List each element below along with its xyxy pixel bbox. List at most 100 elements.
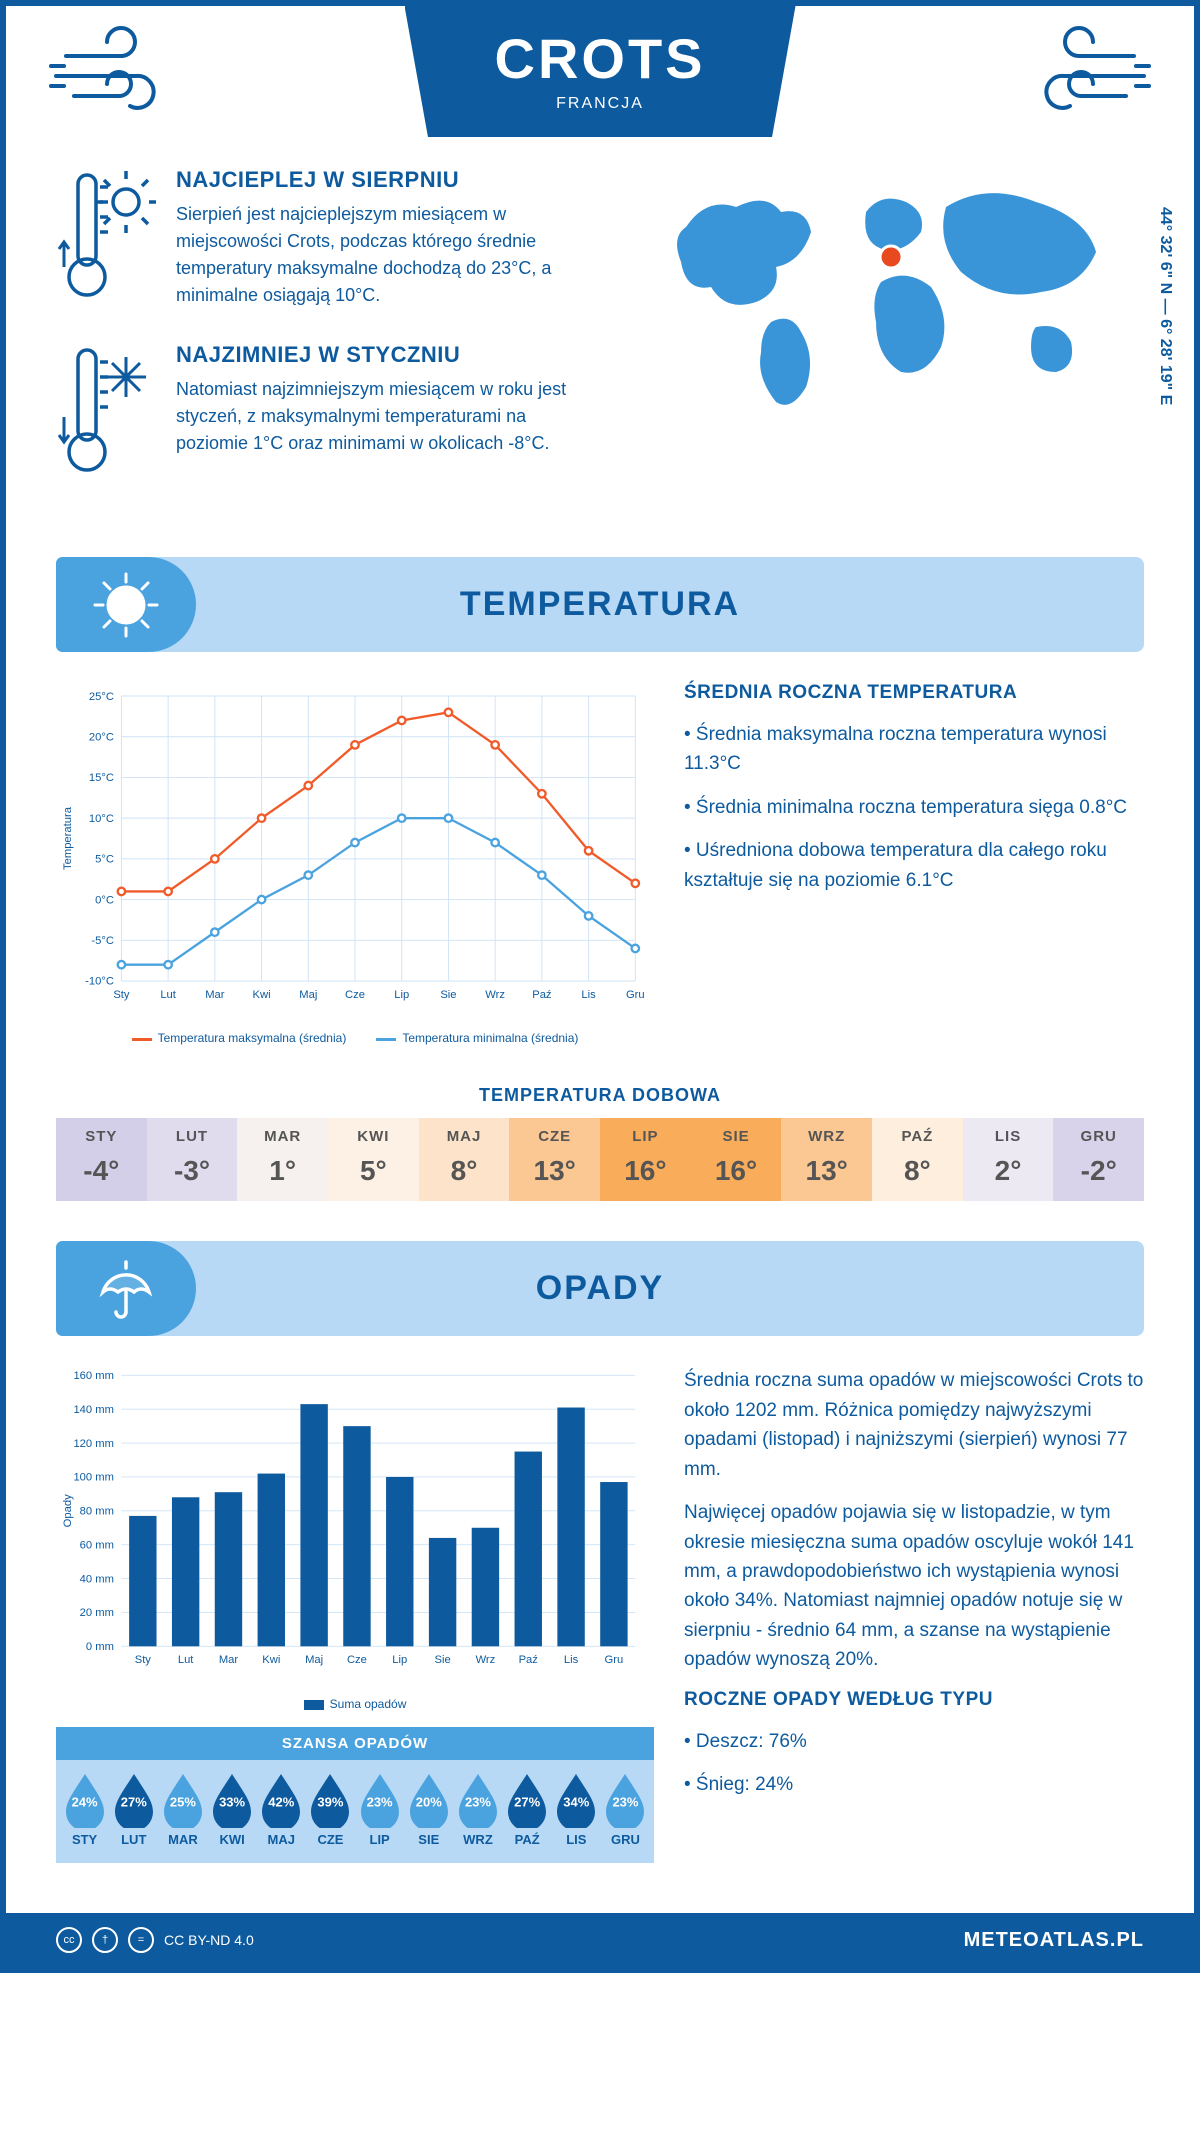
precip-p2: Najwięcej opadów pojawia się w listopadz… — [684, 1498, 1144, 1675]
page-subtitle: FRANCJA — [495, 95, 706, 113]
daily-temp-title: TEMPERATURA DOBOWA — [6, 1085, 1194, 1106]
svg-text:Paź: Paź — [519, 1655, 539, 1667]
header: CROTS FRANCJA — [6, 6, 1194, 147]
svg-text:Opady: Opady — [62, 1494, 74, 1527]
svg-text:20 mm: 20 mm — [80, 1608, 114, 1620]
svg-text:5°C: 5°C — [95, 854, 114, 866]
intro-section: NAJCIEPLEJ W SIERPNIU Sierpień jest najc… — [6, 147, 1194, 547]
svg-text:100 mm: 100 mm — [73, 1472, 113, 1484]
temp-cell: LIP16° — [600, 1118, 691, 1201]
thermometer-hot-icon — [56, 167, 156, 312]
svg-text:Mar: Mar — [205, 989, 225, 1001]
footer-brand: METEOATLAS.PL — [964, 1929, 1144, 1952]
precip-legend-label: Suma opadów — [330, 1697, 407, 1711]
temp-cell: MAJ8° — [419, 1118, 510, 1201]
umbrella-icon — [56, 1241, 196, 1336]
svg-text:Paź: Paź — [532, 989, 552, 1001]
svg-text:Maj: Maj — [305, 1655, 323, 1667]
temp-cell: SIE16° — [691, 1118, 782, 1201]
svg-text:Mar: Mar — [219, 1655, 239, 1667]
location-marker — [880, 246, 902, 268]
svg-text:160 mm: 160 mm — [73, 1370, 113, 1382]
svg-text:40 mm: 40 mm — [80, 1574, 114, 1586]
temp-cell: WRZ13° — [781, 1118, 872, 1201]
svg-text:Wrz: Wrz — [476, 1655, 496, 1667]
temp-cell: LIS2° — [963, 1118, 1054, 1201]
chance-item: 34%LIS — [552, 1770, 601, 1847]
title-banner: CROTS FRANCJA — [405, 6, 796, 137]
footer-license: cc † = CC BY-ND 4.0 — [56, 1927, 254, 1953]
svg-text:20°C: 20°C — [89, 731, 114, 743]
sun-icon — [56, 557, 196, 652]
svg-text:-5°C: -5°C — [91, 935, 114, 947]
precip-type-bullet: • Śnieg: 24% — [684, 1770, 1144, 1799]
svg-text:Sie: Sie — [440, 989, 456, 1001]
svg-text:140 mm: 140 mm — [73, 1404, 113, 1416]
coordinates: 44° 32' 6" N — 6° 28' 19" E — [1156, 207, 1174, 405]
footer: cc † = CC BY-ND 4.0 METEOATLAS.PL — [6, 1913, 1194, 1967]
temp-bullet: • Uśredniona dobowa temperatura dla całe… — [684, 836, 1144, 895]
svg-text:0 mm: 0 mm — [86, 1641, 114, 1653]
svg-text:Sty: Sty — [135, 1655, 152, 1667]
daily-temp-table: STY-4°LUT-3°MAR1°KWI5°MAJ8°CZE13°LIP16°S… — [56, 1118, 1144, 1201]
wind-icon-right — [1014, 26, 1154, 131]
svg-text:25°C: 25°C — [89, 691, 114, 703]
chance-item: 39%CZE — [306, 1770, 355, 1847]
fact-cold-title: NAJZIMNIEJ W STYCZNIU — [176, 342, 598, 368]
precip-p1: Średnia roczna suma opadów w miejscowośc… — [684, 1366, 1144, 1484]
svg-text:Sie: Sie — [434, 1655, 450, 1667]
fact-coldest: NAJZIMNIEJ W STYCZNIU Natomiast najzimni… — [56, 342, 598, 487]
temp-cell: GRU-2° — [1053, 1118, 1144, 1201]
temperature-body: -10°C-5°C0°C5°C10°C15°C20°C25°CStyLutMar… — [6, 652, 1194, 1065]
temp-bullet: • Średnia minimalna roczna temperatura s… — [684, 793, 1144, 822]
svg-text:80 mm: 80 mm — [80, 1506, 114, 1518]
chance-item: 23%LIP — [355, 1770, 404, 1847]
precip-type-title: ROCZNE OPADY WEDŁUG TYPU — [684, 1689, 1144, 1711]
temperature-line-chart: -10°C-5°C0°C5°C10°C15°C20°C25°CStyLutMar… — [56, 682, 654, 1018]
thermometer-cold-icon — [56, 342, 156, 487]
temp-cell: STY-4° — [56, 1118, 147, 1201]
svg-text:60 mm: 60 mm — [80, 1540, 114, 1552]
section-title-temperature: TEMPERATURA — [56, 585, 1144, 624]
svg-text:Wrz: Wrz — [485, 989, 505, 1001]
chance-item: 27%LUT — [109, 1770, 158, 1847]
temp-bullet: • Średnia maksymalna roczna temperatura … — [684, 720, 1144, 779]
section-title-precip: OPADY — [56, 1269, 1144, 1308]
svg-text:Temperatura: Temperatura — [62, 806, 74, 870]
chance-box: SZANSA OPADÓW 24%STY27%LUT25%MAR33%KWI42… — [56, 1727, 654, 1863]
chance-item: 25%MAR — [158, 1770, 207, 1847]
temp-cell: CZE13° — [509, 1118, 600, 1201]
svg-text:Maj: Maj — [299, 989, 317, 1001]
section-banner-temperature: TEMPERATURA — [56, 557, 1144, 652]
by-icon: † — [92, 1927, 118, 1953]
cc-icon: cc — [56, 1927, 82, 1953]
page-title: CROTS — [495, 26, 706, 91]
world-map — [628, 167, 1144, 427]
temp-side-title: ŚREDNIA ROCZNA TEMPERATURA — [684, 682, 1144, 704]
fact-hot-text: Sierpień jest najcieplejszym miesiącem w… — [176, 201, 598, 309]
svg-text:Gru: Gru — [626, 989, 645, 1001]
svg-text:Kwi: Kwi — [253, 989, 271, 1001]
temp-cell: LUT-3° — [147, 1118, 238, 1201]
svg-text:Gru: Gru — [605, 1655, 624, 1667]
svg-text:120 mm: 120 mm — [73, 1438, 113, 1450]
precip-bar-chart: 0 mm 20 mm 40 mm 60 mm 80 mm 100 mm 120 mm 140 … — [56, 1366, 654, 1684]
chance-item: 33%KWI — [208, 1770, 257, 1847]
temperature-legend: Temperatura maksymalna (średnia)Temperat… — [56, 1031, 654, 1045]
license-text: CC BY-ND 4.0 — [164, 1932, 254, 1948]
svg-text:Lis: Lis — [581, 989, 596, 1001]
fact-hottest: NAJCIEPLEJ W SIERPNIU Sierpień jest najc… — [56, 167, 598, 312]
svg-text:10°C: 10°C — [89, 813, 114, 825]
svg-text:15°C: 15°C — [89, 772, 114, 784]
chance-item: 20%SIE — [404, 1770, 453, 1847]
svg-text:Kwi: Kwi — [262, 1655, 280, 1667]
nd-icon: = — [128, 1927, 154, 1953]
chance-item: 24%STY — [60, 1770, 109, 1847]
svg-text:Lut: Lut — [178, 1655, 194, 1667]
svg-text:-10°C: -10°C — [85, 976, 114, 988]
svg-text:Cze: Cze — [345, 989, 365, 1001]
svg-text:Sty: Sty — [113, 989, 130, 1001]
chance-item: 23%WRZ — [453, 1770, 502, 1847]
section-banner-precip: OPADY — [56, 1241, 1144, 1336]
precip-type-bullet: • Deszcz: 76% — [684, 1727, 1144, 1756]
